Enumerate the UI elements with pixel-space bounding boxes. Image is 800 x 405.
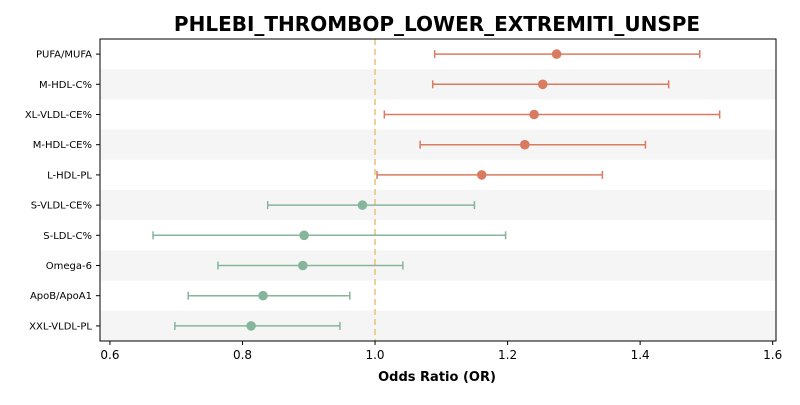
y-tick-label: L-HDL-PL xyxy=(47,170,92,181)
data-row xyxy=(383,109,721,120)
or-point xyxy=(299,230,309,241)
x-tick-label: 1.4 xyxy=(631,348,650,362)
x-tick-label: 0.8 xyxy=(233,348,252,362)
or-point xyxy=(520,139,530,150)
y-tick-label: M-HDL-C% xyxy=(39,80,92,91)
plot-frame xyxy=(99,38,777,342)
or-point xyxy=(298,260,308,271)
y-tick-label: Omega-6 xyxy=(46,261,92,272)
or-point xyxy=(537,79,548,90)
x-tick-label: 1.0 xyxy=(365,348,384,362)
or-point xyxy=(357,200,368,210)
x-tick-label: 0.6 xyxy=(100,348,119,362)
row-stripe xyxy=(100,250,776,281)
data-row xyxy=(419,139,647,150)
data-row xyxy=(217,260,404,271)
x-tick-label: 1.6 xyxy=(763,348,782,362)
data-row xyxy=(266,200,476,210)
or-point xyxy=(551,49,562,59)
data-row xyxy=(174,321,341,331)
y-tick-label: XL-VLDL-CE% xyxy=(25,110,92,121)
y-tick-label: ApoB/ApoA1 xyxy=(30,291,92,302)
y-axis: PUFA/MUFA M-HDL-C% XL-VLDL-CE% M-HDL-CE% L-H… xyxy=(25,50,100,332)
or-point xyxy=(529,109,539,120)
x-tick-label: 1.2 xyxy=(498,348,517,362)
or-point xyxy=(246,321,256,331)
or-point xyxy=(476,170,487,180)
data-rows xyxy=(152,49,721,331)
or-point xyxy=(258,290,268,301)
data-row xyxy=(433,49,701,59)
data-row xyxy=(152,230,507,241)
data-row xyxy=(431,79,670,90)
chart-title: PHLEBI_THROMBOP_LOWER_EXTREMITI_UNSPE xyxy=(174,12,700,36)
x-axis: 0.6 0.8 1.0 1.2 1.4 1.6 xyxy=(100,341,782,362)
y-tick-label: PUFA/MUFA xyxy=(36,50,92,61)
y-tick-label: XXL-VLDL-PL xyxy=(29,321,92,332)
y-tick-label: S-LDL-C% xyxy=(43,231,92,242)
y-tick-label: S-VLDL-CE% xyxy=(31,201,92,212)
y-tick-label: M-HDL-CE% xyxy=(33,140,92,151)
x-axis-label: Odds Ratio (OR) xyxy=(378,370,496,385)
data-row xyxy=(376,170,604,180)
data-row xyxy=(187,290,351,301)
